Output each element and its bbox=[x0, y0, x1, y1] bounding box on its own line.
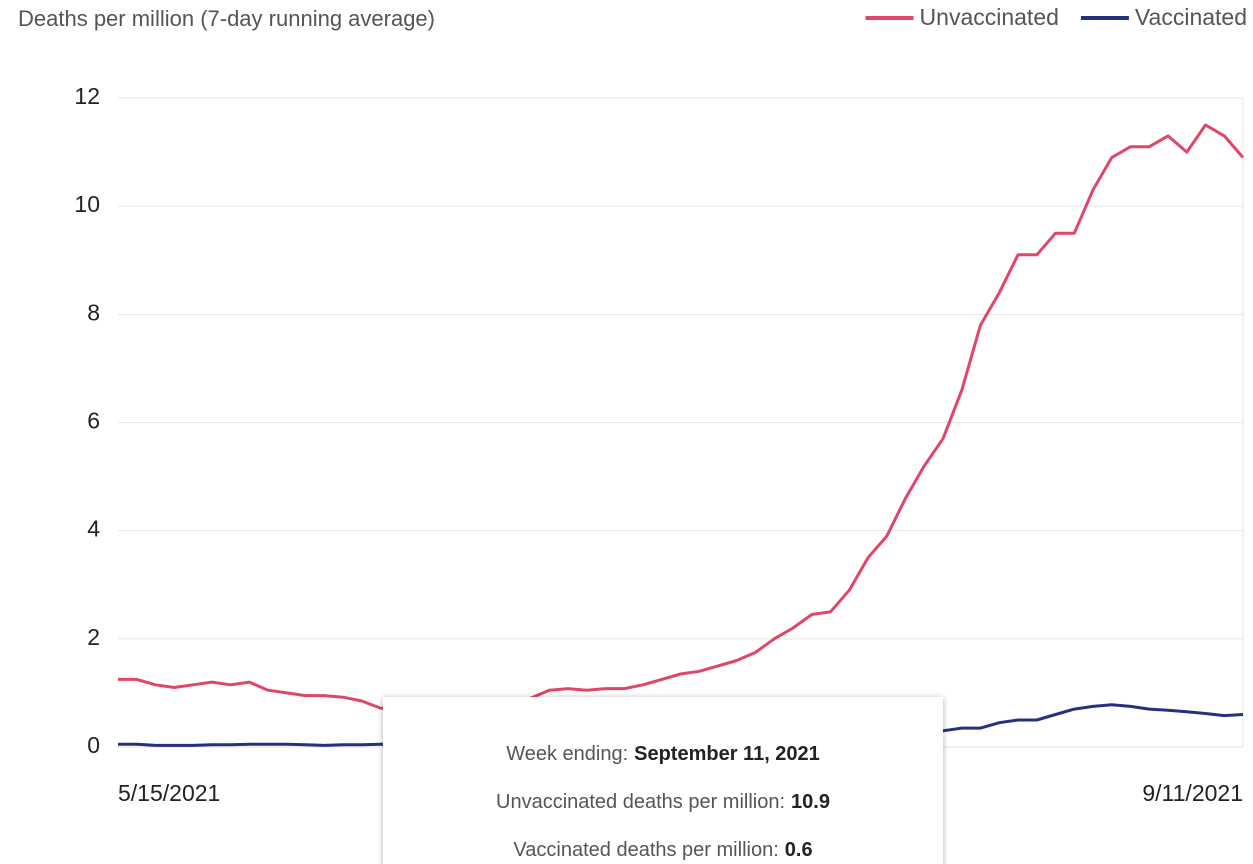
y-tick-label: 6 bbox=[87, 408, 100, 434]
tooltip-row: Week ending: September 11, 2021 bbox=[383, 743, 943, 766]
tooltip-label: Vaccinated deaths per million: bbox=[513, 839, 779, 861]
tooltip-value: September 11, 2021 bbox=[634, 743, 820, 765]
y-tick-label: 4 bbox=[87, 516, 100, 542]
tooltip-row: Unvaccinated deaths per million: 10.9 bbox=[383, 791, 943, 814]
tooltip: Week ending: September 11, 2021 Unvaccinat… bbox=[383, 697, 943, 864]
line-series bbox=[118, 123, 1245, 711]
x-tick-label: 9/11/2021 bbox=[1142, 780, 1243, 806]
y-axis-title: Deaths per million (7-day running averag… bbox=[18, 6, 435, 31]
tooltip-value: 10.9 bbox=[791, 791, 830, 813]
tooltip-label: Week ending: bbox=[506, 743, 629, 765]
legend-label: Vaccinated bbox=[1135, 4, 1247, 30]
legend-label: Unvaccinated bbox=[920, 4, 1059, 30]
y-tick-label: 0 bbox=[87, 732, 100, 758]
y-tick-label: 12 bbox=[74, 83, 100, 109]
y-tick-label: 2 bbox=[87, 624, 100, 650]
x-tick-label: 5/15/2021 bbox=[118, 780, 220, 806]
tooltip-label: Unvaccinated deaths per million: bbox=[496, 791, 786, 813]
y-tick-label: 10 bbox=[74, 191, 100, 217]
tooltip-value: 0.6 bbox=[784, 839, 813, 861]
y-tick-label: 8 bbox=[87, 299, 100, 325]
tooltip-row: Vaccinated deaths per million: 0.6 bbox=[383, 839, 943, 862]
